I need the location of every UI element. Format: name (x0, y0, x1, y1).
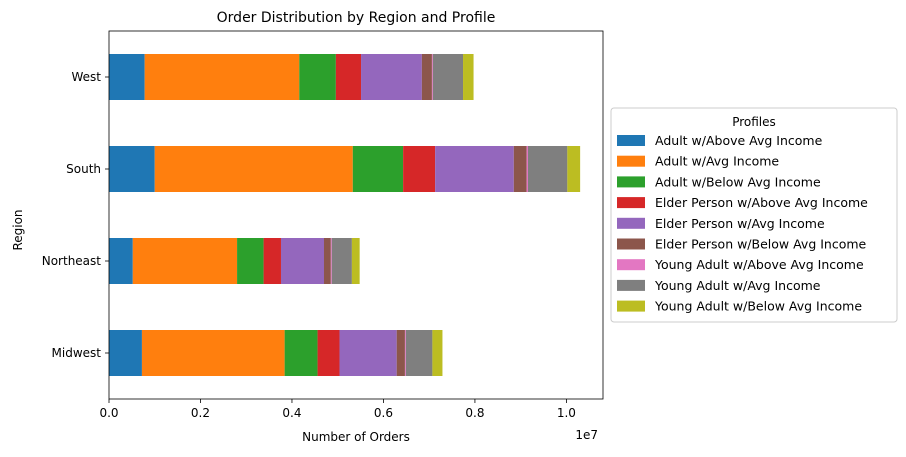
legend-swatch-young-adult-w-above-avg-income (617, 259, 645, 271)
bar-south-elder-person-w-above-avg-income (403, 146, 436, 192)
legend-swatch-young-adult-w-avg-income (617, 279, 645, 291)
y-tick-label-northeast: Northeast (42, 254, 102, 268)
legend-swatch-elder-person-w-below-avg-income (617, 238, 645, 250)
bar-midwest-adult-w-above-avg-income (109, 330, 142, 376)
bar-midwest-young-adult-w-avg-income (405, 330, 433, 376)
x-tick-label: 0.6 (374, 406, 393, 420)
legend-swatch-elder-person-w-above-avg-income (617, 197, 645, 209)
legend-label-adult-w-below-avg-income: Adult w/Below Avg Income (655, 174, 821, 189)
bar-midwest-young-adult-w-above-avg-income (404, 330, 406, 376)
bar-northeast-adult-w-above-avg-income (109, 238, 133, 284)
chart-title: Order Distribution by Region and Profile (217, 10, 496, 26)
bar-west-adult-w-below-avg-income (299, 54, 336, 100)
legend-label-adult-w-avg-income: Adult w/Avg Income (655, 154, 779, 169)
y-tick-label-midwest: Midwest (52, 346, 102, 360)
plot-frame (108, 30, 604, 400)
bar-west-adult-w-above-avg-income (109, 54, 145, 100)
legend-swatch-adult-w-below-avg-income (617, 176, 645, 188)
legend-frame (610, 107, 898, 323)
x-axis-scale-label: 1e7 (575, 428, 598, 442)
bar-west-young-adult-w-avg-income (432, 54, 464, 100)
x-axis-label: Number of Orders (302, 430, 410, 444)
legend-label-young-adult-w-avg-income: Young Adult w/Avg Income (654, 278, 821, 293)
legend-label-elder-person-w-avg-income: Elder Person w/Avg Income (655, 216, 825, 231)
legend-label-elder-person-w-above-avg-income: Elder Person w/Above Avg Income (655, 195, 868, 210)
legend-label-young-adult-w-below-avg-income: Young Adult w/Below Avg Income (654, 299, 862, 314)
bar-midwest-adult-w-below-avg-income (284, 330, 318, 376)
legend-swatch-adult-w-above-avg-income (617, 135, 645, 146)
y-tick-label-south: South (66, 162, 101, 176)
bar-northeast-elder-person-w-below-avg-income (323, 238, 331, 284)
bar-northeast-elder-person-w-above-avg-income (263, 238, 281, 284)
bar-west-young-adult-w-above-avg-income (431, 54, 433, 100)
bar-northeast-elder-person-w-avg-income (280, 238, 324, 284)
bar-midwest-adult-w-avg-income (141, 330, 285, 376)
legend-label-young-adult-w-above-avg-income: Young Adult w/Above Avg Income (654, 257, 864, 272)
bar-northeast-adult-w-avg-income (132, 238, 238, 284)
bar-northeast-young-adult-w-avg-income (331, 238, 352, 284)
legend-label-adult-w-above-avg-income: Adult w/Above Avg Income (655, 133, 823, 148)
bar-south-adult-w-below-avg-income (352, 146, 404, 192)
x-axis-ticks: 0.0 0.2 0.4 0.6 0.8 1.0 (99, 399, 576, 420)
bar-northeast-adult-w-below-avg-income (237, 238, 264, 284)
bars-group (109, 54, 581, 376)
bar-west-adult-w-avg-income (144, 54, 300, 100)
x-tick-label: 1.0 (557, 406, 576, 420)
bar-south-elder-person-w-avg-income (435, 146, 514, 192)
bar-midwest-young-adult-w-below-avg-income (432, 330, 443, 376)
legend-items: Adult w/Above Avg Income Adult w/Avg Inco… (617, 133, 868, 314)
bar-west-elder-person-w-avg-income (361, 54, 422, 100)
bar-west-young-adult-w-below-avg-income (463, 54, 474, 100)
bar-midwest-elder-person-w-avg-income (339, 330, 397, 376)
legend-title: Profiles (732, 115, 776, 129)
bar-south-young-adult-w-below-avg-income (567, 146, 581, 192)
y-tick-label-west: West (71, 70, 101, 84)
bar-south-young-adult-w-avg-income (527, 146, 568, 192)
legend-label-elder-person-w-below-avg-income: Elder Person w/Below Avg Income (655, 237, 867, 252)
x-tick-label: 0.8 (465, 406, 484, 420)
bar-west-elder-person-w-below-avg-income (421, 54, 432, 100)
legend-swatch-adult-w-avg-income (617, 155, 645, 167)
y-axis-label: Region (11, 209, 25, 250)
x-tick-label: 0.0 (99, 406, 118, 420)
bar-midwest-elder-person-w-below-avg-income (396, 330, 405, 376)
bar-midwest-elder-person-w-above-avg-income (317, 330, 340, 376)
legend-swatch-young-adult-w-below-avg-income (617, 300, 645, 312)
bar-west-elder-person-w-above-avg-income (335, 54, 362, 100)
x-tick-label: 0.4 (282, 406, 301, 420)
bar-northeast-young-adult-w-above-avg-income (330, 238, 332, 284)
bar-south-elder-person-w-below-avg-income (513, 146, 527, 192)
bar-south-adult-w-avg-income (154, 146, 353, 192)
bar-south-young-adult-w-above-avg-income (526, 146, 528, 192)
legend-swatch-elder-person-w-avg-income (617, 217, 645, 229)
bar-northeast-young-adult-w-below-avg-income (351, 238, 360, 284)
y-axis-ticks: Midwest Northeast South West (42, 70, 109, 360)
x-tick-label: 0.2 (191, 406, 210, 420)
bar-south-adult-w-above-avg-income (109, 146, 155, 192)
